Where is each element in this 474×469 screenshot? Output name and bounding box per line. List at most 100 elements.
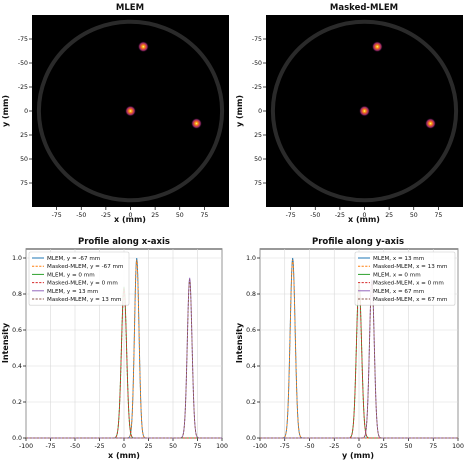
- y-axis-label: y (mm): [235, 95, 244, 127]
- x-axis-label: x (mm): [108, 451, 140, 460]
- legend-box: [354, 251, 456, 306]
- x-tick-label: -75: [52, 212, 62, 219]
- legend-label: Masked-MLEM, x = 13 mm: [373, 264, 447, 270]
- y-tick-label: 0.8: [246, 291, 256, 298]
- legend: MLEM, x = 13 mm Masked-MLEM, x = 13 mm MLE…: [354, 251, 456, 306]
- series-line: [26, 279, 222, 439]
- x-tick-label: -75: [45, 443, 55, 450]
- x-tick-label: 100: [452, 443, 464, 450]
- x-tick-label: -75: [286, 212, 296, 219]
- source-hotspot: [371, 41, 383, 53]
- y-tick-label: 0.6: [12, 327, 22, 334]
- y-axis-label: Intensity: [235, 322, 244, 363]
- legend-label: MLEM, x = 13 mm: [373, 256, 424, 262]
- y-tick-label: 0.2: [246, 399, 256, 406]
- y-tick-label: -25: [252, 84, 262, 91]
- source-hotspot: [190, 117, 202, 129]
- source-hotspot: [125, 105, 136, 117]
- y-tick-label: 0: [258, 108, 262, 115]
- panel-profile-y: Profile along y-axis -100 -75 -50 -25 0 25 50 7…: [235, 237, 464, 460]
- y-tick-label: 75: [254, 180, 262, 187]
- legend-label: Masked-MLEM, x = 67 mm: [373, 297, 447, 303]
- source-hotspot: [424, 117, 436, 129]
- source-hotspot: [359, 105, 370, 117]
- y-tick-label: 0.0: [246, 435, 256, 442]
- panel-title: MLEM: [116, 3, 144, 13]
- fov-ring: [270, 19, 459, 203]
- legend-label: MLEM, y = 13 mm: [47, 289, 98, 295]
- x-tick-label: 0: [357, 443, 361, 450]
- y-tick-label: 0: [24, 108, 28, 115]
- y-tick-label: 25: [20, 132, 28, 139]
- x-tick-label: 0: [363, 212, 367, 219]
- x-tick-label: 75: [434, 212, 442, 219]
- source-hotspot: [137, 41, 149, 53]
- legend-label: MLEM, x = 67 mm: [373, 289, 424, 295]
- x-tick-label: 0: [129, 212, 133, 219]
- x-tick-label: -25: [101, 212, 111, 219]
- panel-title: Masked-MLEM: [330, 3, 398, 13]
- y-tick-label: 1.0: [12, 255, 22, 262]
- x-tick-label: 100: [216, 443, 228, 450]
- y-tick-label: -50: [18, 60, 28, 67]
- x-tick-label: 50: [405, 443, 413, 450]
- y-axis-label: Intensity: [1, 322, 10, 363]
- x-tick-label: 75: [194, 443, 202, 450]
- y-tick-label: 0.0: [12, 435, 22, 442]
- legend-label: MLEM, x = 0 mm: [373, 272, 421, 278]
- y-tick-label: 0.6: [246, 327, 256, 334]
- x-tick-label: 25: [385, 212, 393, 219]
- x-tick-label: -50: [76, 212, 86, 219]
- legend-label: MLEM, y = 0 mm: [47, 272, 95, 278]
- x-tick-label: 50: [169, 443, 177, 450]
- y-tick-label: 1.0: [246, 255, 256, 262]
- fov-ring: [36, 19, 225, 203]
- x-tick-label: -25: [94, 443, 104, 450]
- x-tick-label: -50: [70, 443, 80, 450]
- legend-label: Masked-MLEM, y = 13 mm: [47, 297, 121, 303]
- legend-label: Masked-MLEM, y = -67 mm: [47, 264, 123, 270]
- y-tick-label: 75: [20, 180, 28, 187]
- y-tick-label: 50: [20, 156, 28, 163]
- x-tick-label: 75: [200, 212, 208, 219]
- x-tick-label: 25: [145, 443, 153, 450]
- x-tick-label: 0: [122, 443, 126, 450]
- x-axis-label: x (mm): [348, 215, 380, 224]
- y-tick-label: 50: [254, 156, 262, 163]
- x-tick-label: -25: [335, 212, 345, 219]
- legend-label: Masked-MLEM, y = 0 mm: [47, 281, 118, 287]
- x-tick-label: 50: [176, 212, 184, 219]
- panel-profile-x: Profile along x-axis -100 -75 -50 -25 0 25 50 7…: [1, 237, 228, 460]
- panel-masked-mlem-image: Masked-MLEM -75 -50 -25 0 25 50 75 -75 -50 -25 0 25…: [235, 3, 463, 224]
- y-tick-label: 0.2: [12, 399, 22, 406]
- x-axis-label: x (mm): [114, 215, 146, 224]
- legend-box: [28, 251, 130, 306]
- legend: MLEM, y = -67 mm Masked-MLEM, y = -67 mm M…: [28, 251, 130, 306]
- x-tick-label: -50: [310, 212, 320, 219]
- x-tick-label: -25: [329, 443, 339, 450]
- x-tick-label: -75: [280, 443, 290, 450]
- panel-title: Profile along x-axis: [78, 237, 170, 247]
- x-tick-label: -100: [19, 443, 33, 450]
- legend-label: Masked-MLEM, x = 0 mm: [373, 281, 444, 287]
- panel-mlem-image: MLEM -75 -50 -25 0 25 50 75 -75 -50 -25 0 25 50 75 x …: [1, 3, 229, 224]
- x-tick-label: -100: [253, 443, 267, 450]
- y-tick-label: 25: [254, 132, 262, 139]
- legend-label: MLEM, y = -67 mm: [47, 256, 100, 262]
- y-tick-label: 0.4: [246, 363, 256, 370]
- y-axis-label: y (mm): [1, 95, 10, 127]
- panel-title: Profile along y-axis: [312, 237, 404, 247]
- y-tick-label: -25: [18, 84, 28, 91]
- y-tick-label: -50: [252, 60, 262, 67]
- x-tick-label: 25: [151, 212, 159, 219]
- x-tick-label: 75: [429, 443, 437, 450]
- x-tick-label: -50: [304, 443, 314, 450]
- x-tick-label: 50: [410, 212, 418, 219]
- y-tick-label: 0.4: [12, 363, 22, 370]
- y-tick-label: -75: [18, 36, 28, 43]
- y-tick-label: 0.8: [12, 291, 22, 298]
- x-axis-label: y (mm): [342, 451, 374, 460]
- x-tick-label: 25: [380, 443, 388, 450]
